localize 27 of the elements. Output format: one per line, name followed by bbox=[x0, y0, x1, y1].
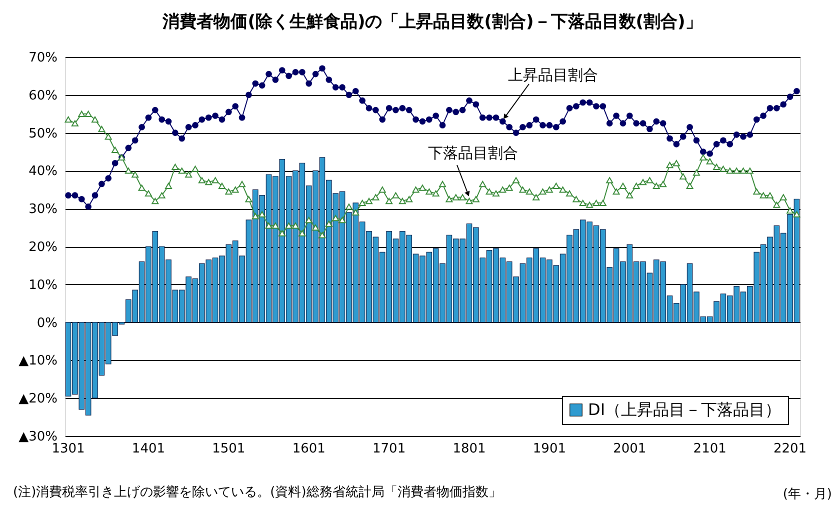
x-tick-label: 1401 bbox=[132, 442, 166, 456]
y-tick-label: 50% bbox=[28, 126, 58, 142]
x-tick-label: 2101 bbox=[693, 442, 726, 456]
y-tick-label: 40% bbox=[28, 164, 58, 180]
y-tick-label: 60% bbox=[28, 88, 58, 104]
y-tick-label: ▲30% bbox=[18, 430, 58, 444]
series-label: 下落品目割合 bbox=[428, 144, 518, 162]
x-tick-label: 1801 bbox=[452, 442, 486, 456]
y-tick-label: 30% bbox=[28, 202, 58, 218]
x-tick-label: 1701 bbox=[372, 442, 406, 456]
y-tick-label: 10% bbox=[28, 278, 58, 293]
x-tick-label: 1301 bbox=[52, 442, 85, 456]
x-tick-label: 1501 bbox=[212, 442, 246, 456]
y-tick-label: 0% bbox=[36, 316, 58, 331]
x-tick-label: 1901 bbox=[532, 442, 566, 456]
text: (注)消費税率引き上げの影響を除いている。(資料)総務省統計局「消費者物価指数」 bbox=[13, 484, 502, 500]
series-label: 上昇品目割合 bbox=[508, 66, 598, 84]
y-tick-label: ▲10% bbox=[18, 354, 58, 369]
y-tick-label: ▲20% bbox=[18, 392, 58, 407]
x-axis-title: (年・月) bbox=[782, 487, 832, 502]
chart-title: 消費者物価(除く生鮮食品)の「上昇品目数(割合)－下落品目数(割合)」 bbox=[162, 12, 702, 32]
y-tick-label: 20% bbox=[28, 240, 58, 255]
x-tick-label: 2201 bbox=[773, 442, 807, 456]
y-tick-label: 70% bbox=[28, 50, 58, 66]
x-tick-label: 1601 bbox=[292, 442, 326, 456]
legend-label: DI（上昇品目－下落品目） bbox=[588, 400, 782, 419]
x-tick-label: 2001 bbox=[613, 442, 646, 456]
